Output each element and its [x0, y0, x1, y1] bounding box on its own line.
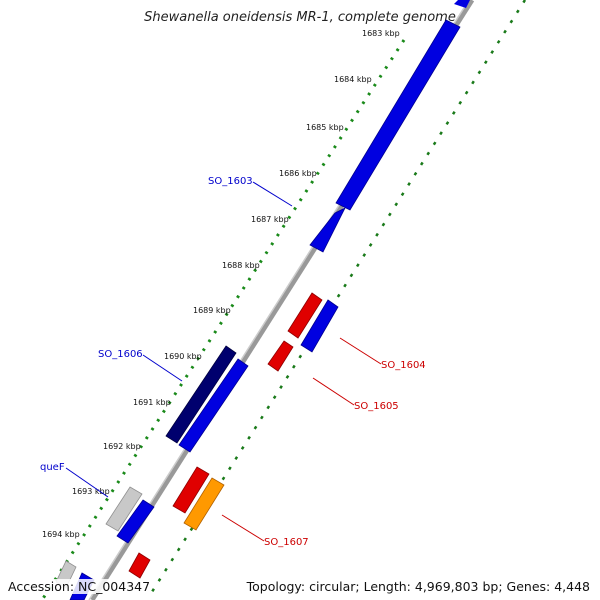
- gene-so1604-forward[interactable]: [300, 299, 339, 353]
- topology-text: Topology: circular; Length: 4,969,803 bp…: [246, 579, 590, 594]
- kbp-tick-label: 1689 kbp: [193, 306, 231, 315]
- kbp-tick-label: 1685 kbp: [306, 123, 344, 132]
- kbp-tick-label: 1688 kbp: [222, 261, 260, 270]
- gene-label-so1607[interactable]: SO_1607: [264, 537, 309, 548]
- gene-label-so1603[interactable]: SO_1603: [208, 176, 253, 187]
- gene-label-so1605[interactable]: SO_1605: [354, 401, 399, 412]
- gene-red-a[interactable]: [287, 292, 323, 339]
- kbp-tick-label: 1687 kbp: [251, 215, 289, 224]
- leader-so1603: [252, 181, 293, 207]
- kbp-tick-label: 1683 kbp: [362, 29, 400, 38]
- gene-quef-forward[interactable]: [116, 499, 155, 544]
- leader-quef: [65, 467, 109, 498]
- kbp-tick-label: 1692 kbp: [103, 442, 141, 451]
- gene-red-b[interactable]: [172, 466, 210, 514]
- gene-so1603-forward[interactable]: [309, 207, 346, 253]
- leader-so1604: [339, 337, 382, 365]
- leader-so1605: [312, 377, 355, 406]
- gene-so1605-reverse[interactable]: [267, 340, 294, 372]
- kbp-tick-label: 1693 kbp: [72, 487, 110, 496]
- gene-label-so1604[interactable]: SO_1604: [381, 360, 426, 371]
- kbp-tick-label: 1690 kbp: [164, 352, 202, 361]
- gene-so1606-forward[interactable]: [178, 358, 249, 453]
- gene-top-right-forward[interactable]: [454, 0, 470, 8]
- map-title: Shewanella oneidensis MR-1, complete gen…: [144, 10, 456, 25]
- leader-so1607: [221, 514, 265, 542]
- leader-so1606: [142, 354, 183, 382]
- kbp-tick-label: 1694 kbp: [42, 530, 80, 539]
- kbp-tick-label: 1684 kbp: [334, 75, 372, 84]
- gene-bottom-red[interactable]: [128, 552, 151, 579]
- kbp-tick-label: 1691 kbp: [133, 398, 171, 407]
- gene-label-quef[interactable]: queF: [40, 462, 65, 473]
- gene-so1602-forward[interactable]: [335, 19, 461, 211]
- gene-label-so1606[interactable]: SO_1606: [98, 349, 143, 360]
- gene-so1607-orange[interactable]: [183, 477, 225, 531]
- gene-quef-gray[interactable]: [105, 486, 143, 532]
- gene-so1606-dark[interactable]: [165, 345, 237, 444]
- kbp-tick-label: 1686 kbp: [279, 169, 317, 178]
- accession-text: Accession: NC_004347: [8, 579, 151, 594]
